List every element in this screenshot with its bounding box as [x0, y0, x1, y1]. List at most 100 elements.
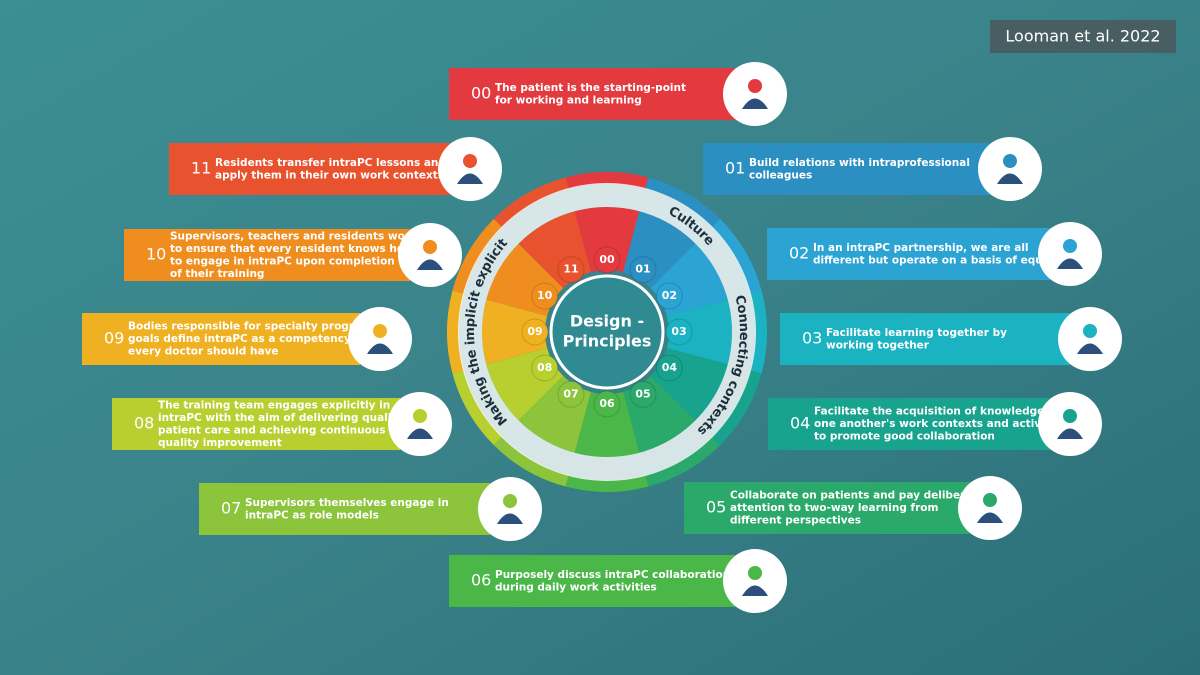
- icon-circle: [1038, 222, 1102, 286]
- number-dot: [655, 282, 683, 310]
- principle-text: intraPC with the aim of delivering quali…: [158, 412, 403, 424]
- principle-text: apply them in their own work contexts: [215, 169, 444, 181]
- principle-text: intraPC as role models: [245, 509, 379, 521]
- icon-circle: [978, 137, 1042, 201]
- principle-text: to engage in intraPC upon completion: [170, 255, 395, 267]
- principle: 05 Collaborate on patients and pay delibe…: [684, 476, 1022, 540]
- citation: Looman et al. 2022: [1005, 27, 1160, 46]
- principle-text: Build relations with intraprofessional: [749, 157, 970, 169]
- principle-number: 02: [789, 244, 809, 263]
- principle: 11 Residents transfer intraPC lessons and…: [169, 137, 502, 201]
- segment-number: 04: [662, 361, 678, 374]
- principle-text: Bodies responsible for specialty program: [128, 321, 372, 333]
- segment-number: 01: [635, 263, 650, 276]
- principle-text: to ensure that every resident knows how: [170, 243, 414, 255]
- principle-number: 07: [221, 499, 241, 518]
- segment-number: 02: [662, 289, 677, 302]
- principle-banner: [124, 229, 410, 281]
- segment-number: 11: [563, 263, 578, 276]
- principle-text: to promote good collaboration: [814, 431, 995, 443]
- icon-head: [503, 494, 517, 508]
- icon-body: [977, 512, 1003, 523]
- icon-head: [413, 409, 427, 423]
- segment-number: 07: [563, 387, 578, 400]
- wheel: 00 01 02 03 04 05 06 07 08 09 10 11 Design -Principl…: [447, 172, 767, 493]
- icon-circle: [398, 223, 462, 287]
- segment: [482, 299, 548, 365]
- principle-banner: [703, 143, 990, 195]
- number-dot: [593, 390, 621, 418]
- principle: 03 Facilitate learning together byworking…: [780, 307, 1122, 371]
- outer-arc: [452, 218, 503, 294]
- principle-number: 04: [790, 414, 810, 433]
- outer-arc: [452, 370, 503, 446]
- principle-number: 10: [146, 245, 166, 264]
- icon-body: [417, 259, 443, 270]
- principle-text: one another's work contexts and activiti…: [814, 418, 1067, 430]
- principle-banner: [767, 228, 1050, 280]
- principle: 08 The training team engages explicitly i…: [112, 392, 452, 456]
- principle: 04 Facilitate the acquisition of knowledg…: [768, 392, 1102, 456]
- icon-head: [748, 566, 762, 580]
- icon-head: [983, 493, 997, 507]
- principle-text: The training team engages explicitly in: [158, 399, 390, 411]
- principle-text: quality improvement: [158, 437, 282, 449]
- segment-number: 10: [537, 289, 553, 302]
- icon-head: [373, 324, 387, 338]
- icon-circle: [478, 477, 542, 541]
- icon-body: [407, 428, 433, 439]
- principle-text: for working and learning: [495, 94, 642, 106]
- icon-body: [1057, 428, 1083, 439]
- principle-number: 05: [706, 498, 726, 517]
- number-dot: [557, 380, 585, 408]
- principle-text: of their training: [170, 268, 264, 280]
- citation-box: [990, 20, 1176, 53]
- number-dot: [655, 354, 683, 382]
- principle-text: Supervisors, teachers and residents work: [170, 230, 418, 242]
- principle-number: 08: [134, 414, 154, 433]
- principle-text: during daily work activities: [495, 581, 657, 593]
- icon-head: [1063, 409, 1077, 423]
- number-dot: [629, 380, 657, 408]
- icon-circle: [958, 476, 1022, 540]
- icon-head: [463, 154, 477, 168]
- outer-arc: [711, 370, 762, 446]
- number-dot: [531, 282, 559, 310]
- principle: 01 Build relations with intraprofessional…: [703, 137, 1042, 201]
- principle-text: Facilitate the acquisition of knowledge …: [814, 406, 1060, 418]
- icon-head: [1003, 154, 1017, 168]
- principle-text: goals define intraPC as a competency tha…: [128, 333, 379, 345]
- icon-body: [367, 343, 393, 354]
- center-circle: [549, 274, 665, 390]
- principle-banner: [780, 313, 1070, 365]
- translucent-ring: [458, 183, 756, 481]
- principle-text: Purposely discuss intraPC collaboration: [495, 569, 730, 581]
- segment: [574, 391, 640, 457]
- principle-number: 06: [471, 571, 491, 590]
- number-dot: [531, 354, 559, 382]
- number-dot: [557, 256, 585, 284]
- center-label: Design -: [570, 312, 644, 331]
- principle-text: Collaborate on patients and pay delibera…: [730, 490, 984, 502]
- icon-circle: [388, 392, 452, 456]
- outer-arc: [645, 177, 721, 228]
- icon-circle: [438, 137, 502, 201]
- principle-text: attention to two-way learning from: [730, 502, 938, 514]
- principle-text: colleagues: [749, 169, 812, 181]
- principle-banner: [169, 143, 450, 195]
- number-dot: [593, 246, 621, 274]
- principle-banner: [449, 68, 735, 120]
- principle: 07 Supervisors themselves engage inintraP…: [199, 477, 542, 541]
- principle-banner: [112, 398, 400, 450]
- icon-head: [423, 240, 437, 254]
- principle-number: 01: [725, 159, 745, 178]
- icon-circle: [348, 307, 412, 371]
- principle: 06 Purposely discuss intraPC collaboratio…: [449, 549, 787, 613]
- principle-text: In an intraPC partnership, we are all: [813, 242, 1029, 254]
- segment: [666, 299, 732, 365]
- outer-arc: [493, 177, 569, 228]
- principle: 09 Bodies responsible for specialty progr…: [82, 307, 412, 371]
